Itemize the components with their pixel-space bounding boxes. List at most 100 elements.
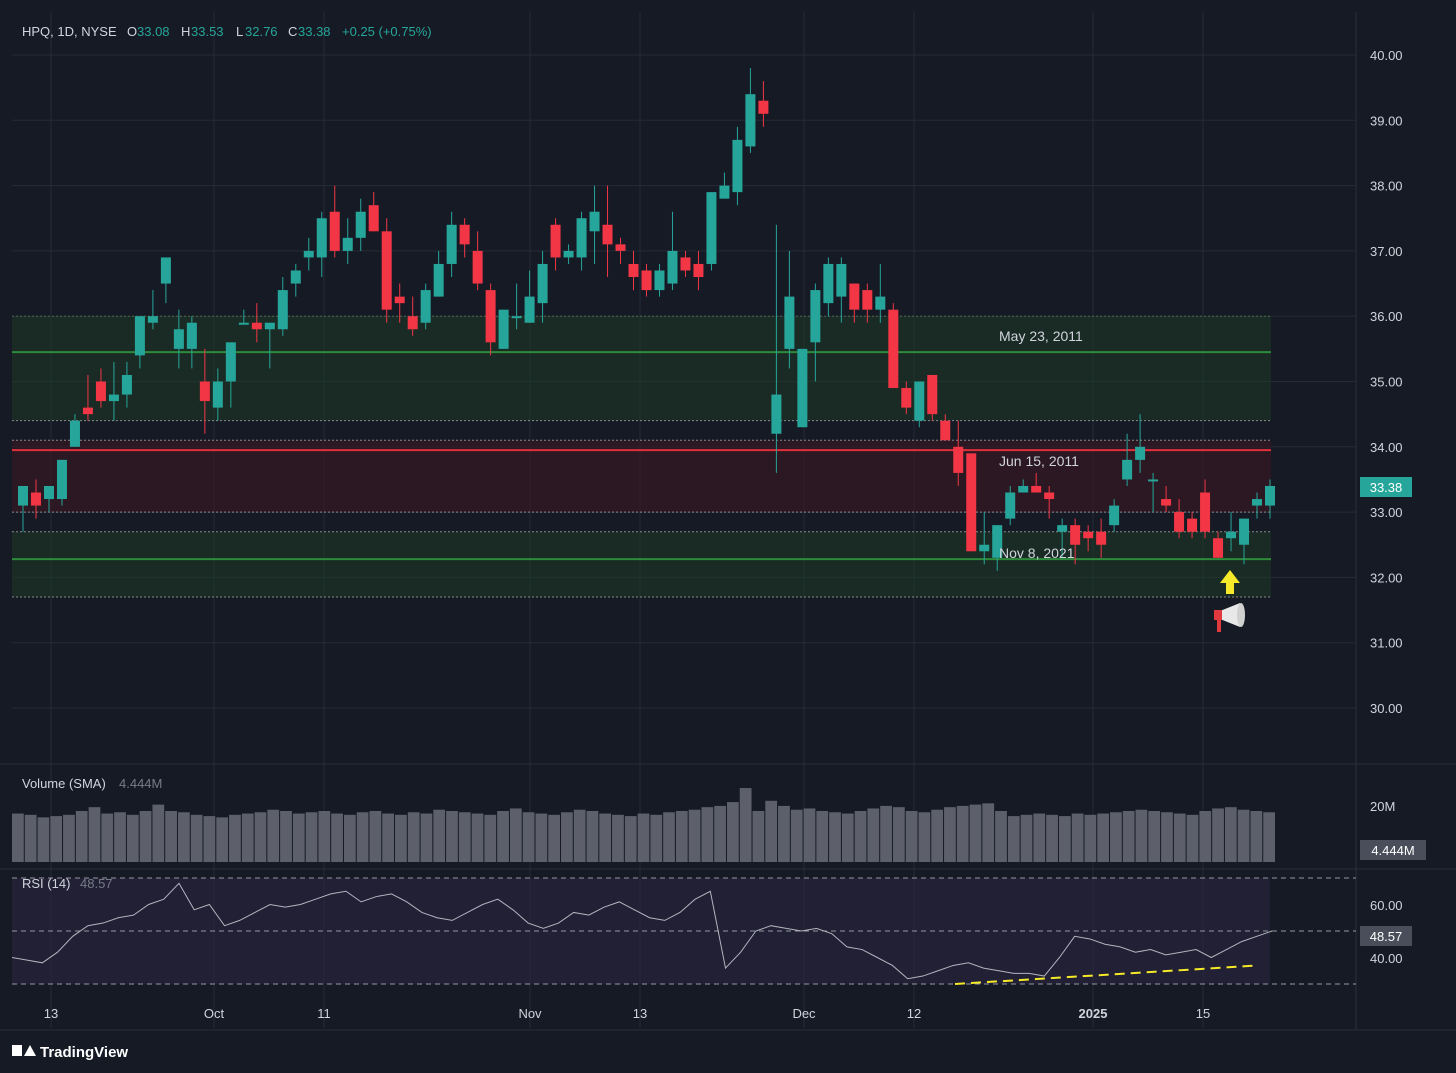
candle-body — [576, 218, 587, 258]
candle — [290, 263, 301, 297]
candle — [953, 420, 964, 486]
candle-body — [368, 205, 379, 232]
volume-bar — [407, 812, 420, 862]
volume-bar — [318, 811, 331, 862]
megaphone-icon — [1214, 603, 1245, 632]
volume-bar — [650, 814, 663, 862]
volume-bar — [152, 804, 165, 862]
volume-bar — [37, 817, 50, 862]
volume-bar — [599, 813, 612, 862]
candle-body — [407, 316, 418, 330]
candle — [602, 185, 613, 278]
candle — [199, 348, 210, 434]
candle — [1226, 512, 1237, 552]
candle-body — [459, 224, 470, 245]
open-label: O — [127, 24, 137, 39]
candle-body — [186, 322, 197, 349]
candle-body — [784, 296, 795, 349]
volume-bar — [1058, 816, 1071, 862]
volume-bar — [778, 805, 790, 862]
candle-body — [251, 322, 262, 330]
zone-nov-2021 — [12, 531, 1271, 597]
candle-body — [121, 374, 132, 395]
candle-body — [602, 224, 613, 245]
candle — [615, 237, 626, 264]
volume-bar — [101, 813, 114, 862]
volume-bar — [561, 812, 573, 862]
volume-bar — [880, 805, 892, 862]
candle — [121, 361, 132, 408]
candle — [1083, 525, 1094, 552]
volume-bar — [1250, 811, 1263, 862]
time-tick-label: Nov — [518, 1006, 542, 1021]
candle — [836, 257, 847, 323]
candle — [82, 374, 93, 421]
candle — [537, 250, 548, 323]
rsi-tick-60: 60.00 — [1370, 898, 1403, 913]
candle — [238, 309, 249, 325]
candle-body — [420, 290, 431, 323]
volume-bar — [688, 809, 701, 862]
candle-body — [524, 296, 535, 323]
candle-body — [914, 381, 925, 421]
tradingview-logo[interactable]: TradingView — [12, 1044, 128, 1061]
volume-bar — [1046, 814, 1058, 862]
candle-body — [862, 290, 873, 310]
volume-bar — [1122, 811, 1135, 862]
high-value: 33.53 — [191, 24, 224, 39]
candle-body — [394, 296, 405, 304]
volume-bars — [12, 788, 1275, 862]
candle — [810, 283, 821, 382]
volume-bar — [701, 807, 714, 862]
candle — [251, 303, 262, 343]
candle — [563, 244, 574, 264]
candle-body — [680, 257, 691, 271]
candle — [719, 172, 730, 199]
candle — [914, 381, 925, 428]
candle — [641, 263, 652, 297]
candle-body — [1044, 492, 1055, 500]
volume-badge — [1360, 840, 1426, 860]
price-tick-label: 38.00 — [1370, 179, 1403, 194]
candle-body — [550, 224, 561, 258]
close-value: 33.38 — [298, 24, 331, 39]
time-tick-label: 12 — [907, 1006, 921, 1021]
candle — [1135, 414, 1146, 473]
candle-body — [316, 218, 327, 258]
candle — [1122, 433, 1133, 486]
candle-body — [953, 446, 964, 473]
candle-body — [1057, 525, 1068, 532]
candle-body — [628, 263, 639, 278]
candle — [1239, 518, 1250, 565]
volume-bar — [905, 811, 918, 862]
candle-body — [641, 270, 652, 291]
candle-body — [1252, 499, 1263, 506]
candle-body — [1161, 499, 1172, 506]
volume-bar — [612, 814, 624, 862]
candle — [225, 342, 236, 408]
candle — [43, 485, 54, 513]
time-tick-label: 2025 — [1079, 1006, 1108, 1021]
candle-body — [498, 309, 509, 349]
candle-body — [1213, 538, 1224, 558]
candle-body — [1005, 492, 1016, 519]
volume-bar — [803, 808, 816, 862]
candle-body — [147, 316, 158, 323]
candle-body — [355, 211, 366, 238]
price-tick-label: 39.00 — [1370, 113, 1403, 128]
volume-badge-value: 4.444M — [1371, 843, 1414, 858]
volume-bar — [1007, 816, 1020, 862]
volume-bar — [216, 817, 229, 862]
volume-bar — [918, 812, 931, 862]
volume-bar — [624, 816, 637, 862]
close-label: C — [288, 24, 297, 39]
symbol-label: HPQ, 1D, NYSE — [22, 24, 117, 39]
volume-bar — [343, 814, 356, 862]
change-value: +0.25 (+0.75%) — [342, 24, 432, 39]
volume-bar — [816, 811, 829, 862]
volume-bar — [854, 811, 867, 862]
volume-bar — [280, 811, 292, 862]
volume-bar — [995, 811, 1007, 862]
candle-body — [69, 420, 80, 447]
